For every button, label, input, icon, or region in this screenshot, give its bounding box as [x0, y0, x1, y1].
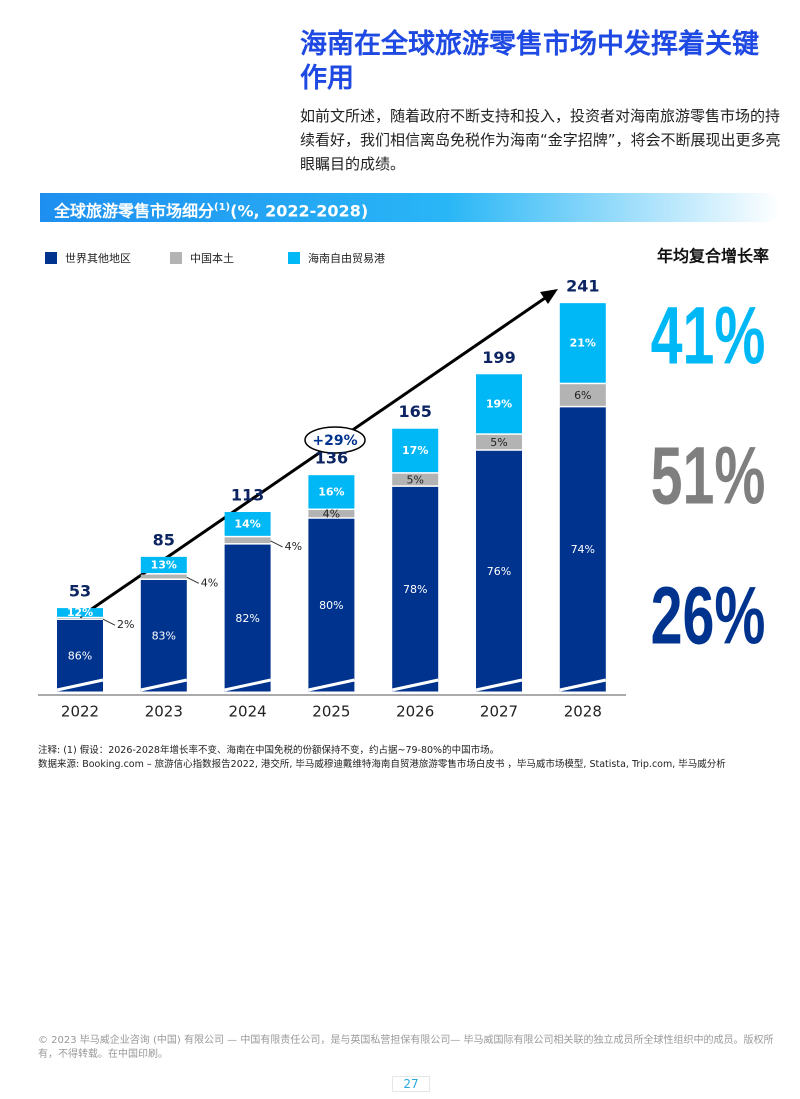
value-label: 4% — [323, 507, 340, 520]
bar-segment — [57, 618, 103, 620]
value-label: 6% — [574, 389, 591, 402]
arrow-head — [540, 289, 558, 304]
leader-line — [186, 576, 200, 584]
chart-title: 全球旅游零售市场细分 — [54, 201, 215, 221]
bar-segment — [559, 303, 606, 383]
bar-segment — [308, 510, 355, 518]
value-label: 16% — [318, 486, 344, 499]
x-tick-label: 2022 — [61, 703, 99, 721]
x-tick-label: 2026 — [396, 703, 434, 721]
legend-swatch — [288, 252, 300, 264]
value-label: 80% — [319, 599, 343, 612]
value-label: 13% — [151, 559, 177, 572]
value-label: 12% — [67, 606, 93, 619]
value-label: 5% — [490, 436, 507, 449]
bar-segment — [224, 537, 271, 544]
page-number: 27 — [392, 1076, 430, 1092]
x-tick-label: 2024 — [229, 703, 267, 721]
bar-segment — [559, 384, 606, 406]
total-label: 199 — [482, 348, 515, 367]
value-label: 4% — [285, 540, 302, 553]
value-label: 83% — [152, 630, 176, 643]
bar-segment — [140, 574, 187, 579]
annotation: +29% — [312, 433, 357, 449]
bar-stripe — [308, 678, 355, 692]
bar-segment — [140, 556, 187, 574]
value-label: 2% — [117, 618, 134, 631]
bar-segment — [140, 580, 187, 692]
total-label: 53 — [69, 582, 91, 601]
copyright: © 2023 毕马威企业咨询 (中国) 有限公司 — 中国有限责任公司，是与英国… — [38, 1035, 774, 1060]
bar-segment — [308, 475, 355, 509]
bar-segment — [476, 450, 522, 692]
cagr-title: 年均复合增长率 — [657, 247, 769, 266]
value-label: 14% — [234, 518, 260, 531]
intro-text: 如前文所述，随着政府不断支持和投入，投资者对海南旅游零售市场的持续看好，我们相信… — [300, 107, 781, 173]
bar-segment — [392, 486, 439, 692]
bar-stripe — [391, 678, 439, 692]
legend-swatch — [170, 252, 182, 264]
total-label: 165 — [398, 402, 431, 421]
title-note: (1) — [214, 202, 231, 213]
value-label: 74% — [571, 543, 595, 556]
leader-line — [102, 618, 116, 626]
source: 数据来源: Booking.com – 旅游信心指数报告2022, 港交所, 毕… — [38, 759, 726, 770]
legend-label: 中国本土 — [190, 251, 234, 265]
value-label: 19% — [486, 398, 512, 411]
bar-segment — [392, 428, 439, 473]
annotation-bubble — [304, 426, 366, 454]
total-label: 241 — [566, 277, 599, 296]
x-tick-label: 2023 — [145, 703, 183, 721]
total-label: 85 — [153, 530, 175, 549]
bar-segment — [476, 434, 522, 450]
bar-stripe — [224, 678, 271, 692]
bar-segment — [224, 512, 271, 536]
bar-segment — [224, 544, 271, 692]
value-label: 86% — [68, 649, 92, 662]
value-label: 82% — [235, 612, 259, 625]
bar-segment — [392, 473, 439, 486]
bar-segment — [476, 374, 522, 434]
value-label: 76% — [487, 565, 511, 578]
bar-segment — [57, 608, 103, 617]
bar-stripe — [475, 678, 523, 692]
bar-segment — [57, 619, 103, 692]
value-label: 21% — [570, 337, 596, 350]
leader-line — [270, 540, 283, 548]
total-label: 136 — [315, 449, 348, 468]
bar-stripe — [56, 678, 104, 692]
value-label: 4% — [201, 576, 218, 589]
legend-swatch — [45, 252, 57, 264]
value-label: 17% — [402, 444, 428, 457]
value-label: 78% — [403, 583, 427, 596]
note: 注释: (1) 假设：2026-2028年增长率不变、海南在中国免税的份额保持不… — [38, 745, 500, 756]
x-tick-label: 2028 — [564, 703, 602, 721]
x-tick-label: 2027 — [480, 703, 518, 721]
legend-label: 海南自由贸易港 — [308, 251, 385, 265]
legend-label: 世界其他地区 — [65, 252, 131, 265]
bar-segment — [559, 407, 606, 692]
cagr-value: 41% — [651, 290, 766, 382]
x-tick-label: 2025 — [312, 703, 350, 721]
bar-stripe — [140, 678, 188, 692]
cagr-value: 51% — [651, 430, 766, 522]
value-label: 5% — [406, 473, 423, 486]
bar-stripe — [559, 678, 607, 692]
total-label: 113 — [231, 486, 264, 505]
cagr-value: 26% — [651, 570, 766, 662]
page-title: 海南在全球旅游零售市场中发挥着关键作用 — [300, 29, 759, 94]
chart-banner: 全球旅游零售市场细分(1)(%, 2022-2028) — [40, 193, 780, 222]
bar-segment — [308, 518, 355, 692]
chart-subtitle: (%, 2022-2028) — [230, 201, 369, 221]
